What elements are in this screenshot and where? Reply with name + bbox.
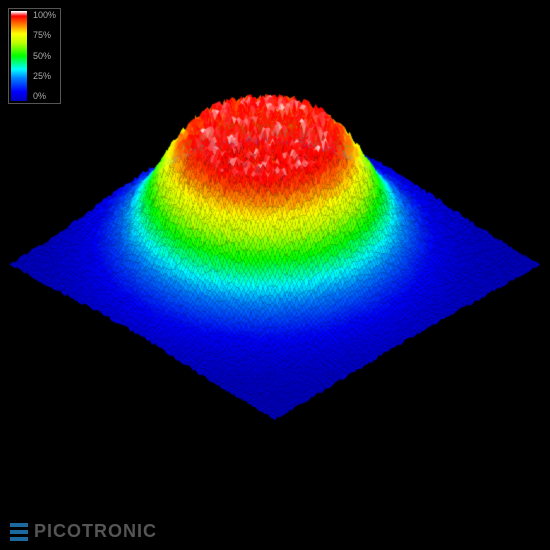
legend-label: 50% <box>33 52 56 61</box>
legend-label: 0% <box>33 92 56 101</box>
legend-gradient <box>11 11 27 101</box>
brand-logo: PICOTRONIC <box>10 521 157 542</box>
legend-label: 25% <box>33 72 56 81</box>
legend-label: 75% <box>33 31 56 40</box>
brand-bars-icon <box>10 523 28 541</box>
intensity-surface-chart <box>0 0 550 550</box>
brand-text: PICOTRONIC <box>34 521 157 542</box>
color-legend: 100% 75% 50% 25% 0% <box>8 8 61 104</box>
legend-labels: 100% 75% 50% 25% 0% <box>31 11 58 101</box>
legend-label: 100% <box>33 11 56 20</box>
